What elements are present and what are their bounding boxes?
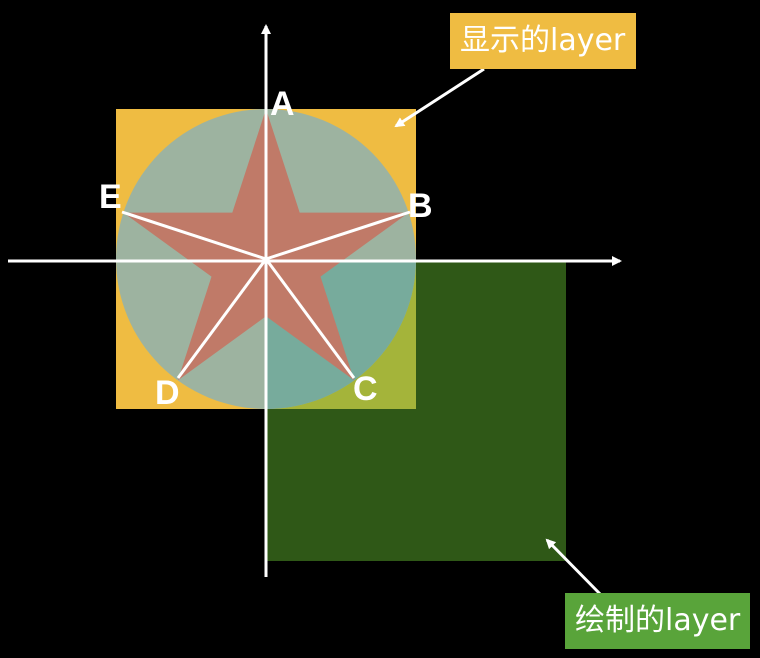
point-label-a: A [270, 85, 295, 123]
point-label-b: B [408, 187, 433, 225]
display-layer-label: 显示的layer [450, 13, 636, 69]
point-label-c: C [353, 370, 378, 408]
draw-layer-arrow [545, 538, 606, 600]
radius-line-b [265, 210, 411, 261]
radius-line-c [264, 258, 356, 379]
point-label-e: E [99, 178, 122, 216]
display-layer-arrow [394, 67, 485, 128]
radius-line-e [121, 210, 267, 261]
radius-line-d [176, 258, 268, 379]
point-label-d: D [155, 374, 180, 412]
draw-layer-label: 绘制的layer [565, 593, 750, 649]
